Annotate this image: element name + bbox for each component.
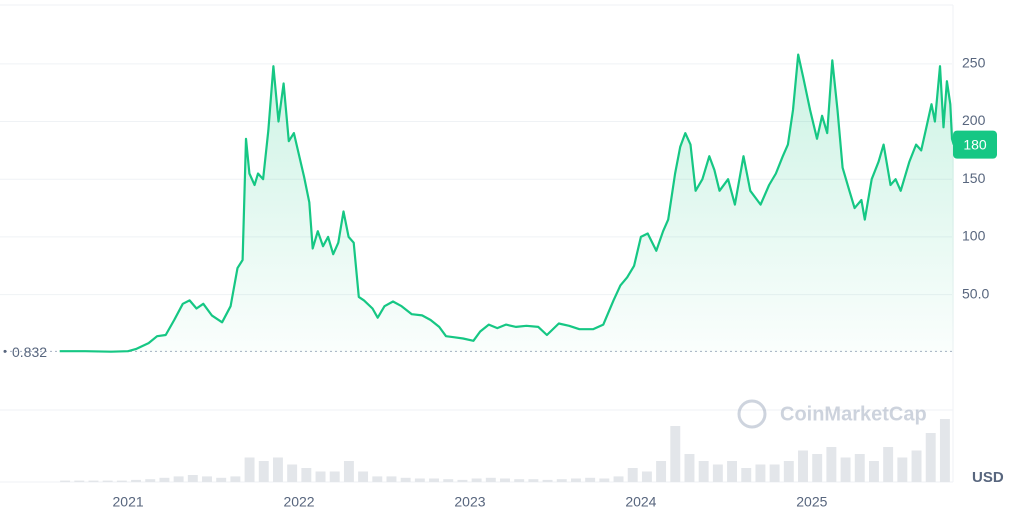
volume-bar — [939, 419, 950, 482]
volume-bar — [173, 476, 184, 482]
price-area — [59, 54, 954, 353]
volume-bar — [329, 471, 340, 482]
volume-bar — [358, 471, 369, 482]
volume-bar — [400, 477, 411, 482]
volume-bar — [301, 468, 312, 482]
volume-bar — [414, 478, 425, 482]
volume-bar — [627, 468, 638, 482]
volume-bar — [500, 478, 510, 482]
volume-bar — [542, 479, 553, 482]
volume-bar — [684, 454, 695, 482]
open-price-label: 0.832 — [12, 344, 47, 360]
volume-bar — [131, 479, 142, 482]
volume-bar — [698, 461, 709, 482]
volume-bar — [712, 464, 723, 482]
x-tick-label: 2024 — [625, 494, 656, 510]
x-tick-label: 2022 — [283, 494, 314, 510]
volume-bar — [883, 447, 894, 482]
volume-bar — [556, 479, 567, 482]
volume-bar — [315, 471, 326, 482]
x-tick-label: 2021 — [113, 494, 144, 510]
volume-bar — [514, 479, 525, 482]
volume-bar — [641, 471, 652, 482]
price-line — [59, 53, 955, 353]
volume-bar — [60, 480, 71, 482]
volume-bar — [570, 478, 581, 482]
y-tick-label: 200 — [962, 112, 986, 128]
y-tick-label: 100 — [962, 228, 986, 244]
volume-bar — [741, 468, 752, 482]
volume-bar — [343, 461, 354, 482]
volume-bar — [187, 475, 198, 482]
volume-bar — [102, 480, 113, 482]
volume-bar — [88, 480, 99, 482]
volume-bar — [429, 478, 440, 482]
volume-bar — [443, 479, 454, 482]
watermark-text: CoinMarketCap — [780, 403, 927, 425]
volume-bar — [159, 477, 170, 482]
volume-bar — [258, 461, 269, 482]
volume-bar — [528, 479, 539, 482]
volume-bar — [798, 450, 808, 482]
volume-bar — [287, 464, 298, 482]
volume-bar — [372, 476, 383, 482]
open-price-dot — [3, 349, 7, 353]
last-price-badge — [953, 130, 997, 159]
x-tick-label: 2023 — [454, 494, 485, 510]
volume-bar — [471, 478, 482, 482]
volume-bar — [656, 461, 667, 482]
volume-bar — [116, 480, 127, 482]
volume-bar — [244, 457, 255, 482]
volume-bar — [783, 461, 794, 482]
y-tick-label: 250 — [962, 55, 986, 71]
volume-bar — [670, 426, 681, 482]
volume-bar — [755, 464, 766, 482]
volume-bar — [897, 457, 908, 482]
y-tick-label: 50.0 — [962, 285, 989, 301]
volume-bar — [812, 454, 823, 482]
volume-bar — [457, 479, 468, 482]
volume-bar — [925, 433, 936, 482]
volume-bar — [386, 476, 397, 482]
watermark: CoinMarketCap — [737, 399, 927, 429]
x-tick-label: 2025 — [796, 494, 827, 510]
y-tick-label: 150 — [962, 170, 986, 186]
volume-bar — [727, 461, 738, 482]
volume-bar — [840, 457, 851, 482]
volume-bar — [599, 478, 610, 482]
volume-bar — [145, 479, 156, 482]
last-price-label: 180 — [963, 136, 987, 152]
volume-bar — [585, 477, 596, 482]
volume-bar — [202, 476, 212, 482]
currency-label: USD — [972, 469, 1004, 486]
volume-bar — [613, 476, 624, 482]
volume-bar — [230, 476, 241, 482]
watermark-logo — [737, 399, 767, 429]
volume-bar — [854, 454, 865, 482]
volume-bar — [272, 457, 283, 482]
volume-bar — [74, 480, 85, 482]
volume-bar — [911, 450, 922, 482]
volume-bar — [826, 447, 837, 482]
volume-bar — [868, 461, 879, 482]
volume-bar — [485, 477, 496, 482]
volume-bar — [216, 477, 227, 482]
volume-bar — [769, 464, 780, 482]
